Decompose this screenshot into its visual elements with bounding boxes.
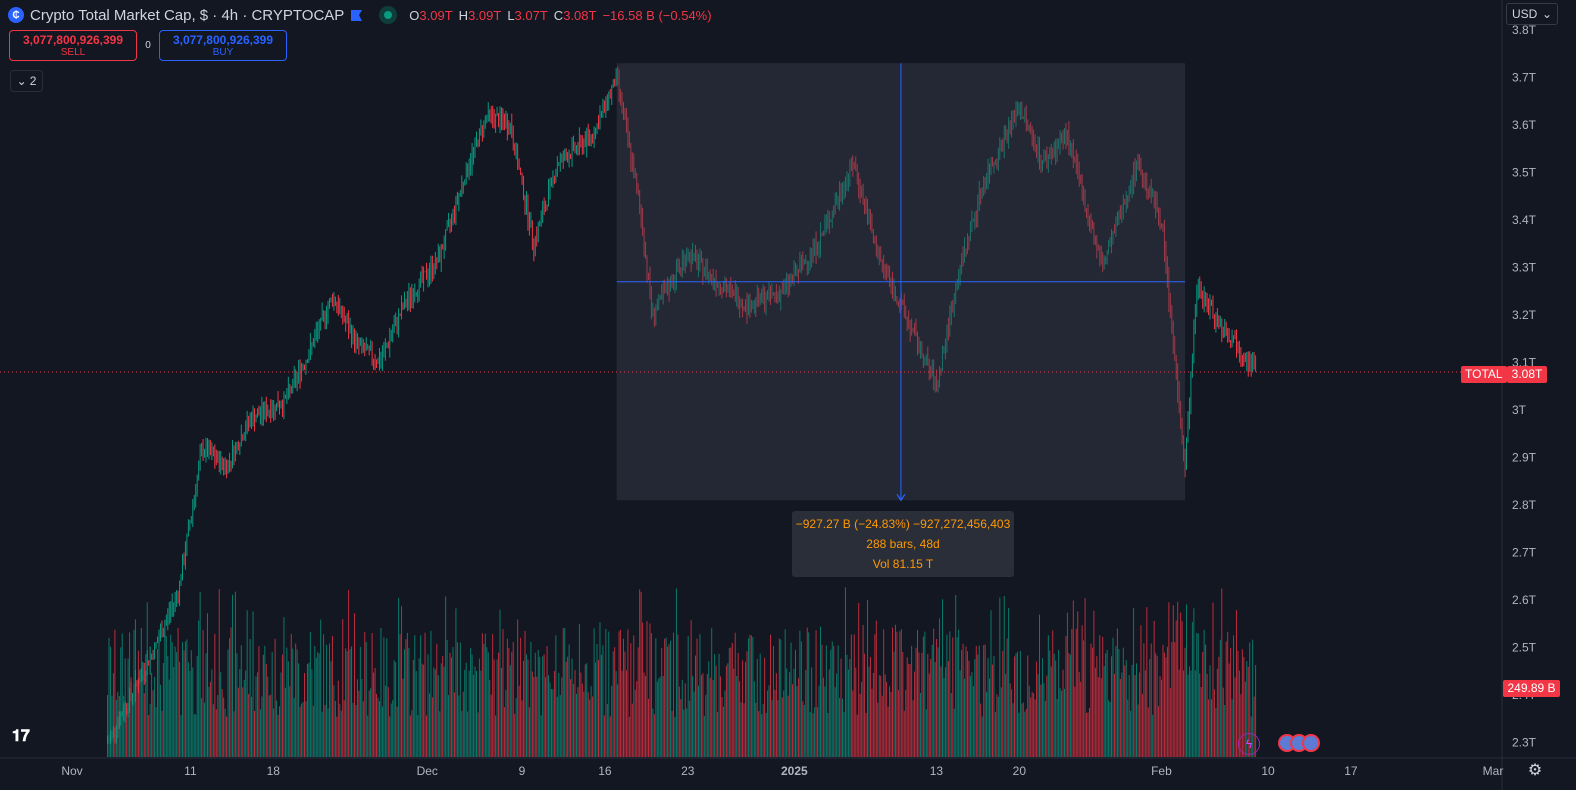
y-tick-label: 3.5T: [1512, 166, 1537, 180]
market-status-icon[interactable]: [379, 6, 398, 24]
candle-series: [107, 66, 1257, 745]
chart-title[interactable]: Crypto Total Market Cap, $ · 4h · CRYPTO…: [30, 6, 345, 24]
x-tick-label: 17: [1344, 764, 1358, 778]
x-tick-label: Feb: [1151, 764, 1172, 778]
indicators-toggle-button[interactable]: ⌄ 2: [10, 70, 43, 92]
buy-button[interactable]: 3,077,800,926,399 BUY: [159, 30, 287, 61]
y-tick-label: 3.2T: [1512, 308, 1537, 322]
x-tick-label: Nov: [61, 764, 82, 778]
currency-select[interactable]: USD ⌄: [1506, 3, 1558, 25]
sell-price: 3,077,800,926,399: [22, 33, 124, 47]
low-value: 3.07T: [514, 7, 548, 23]
x-tick-label: 18: [267, 764, 281, 778]
last-price-label: 3.08T: [1507, 366, 1547, 383]
lightning-icon[interactable]: ϟ: [1238, 733, 1260, 755]
chevron-down-icon: ⌄: [1541, 7, 1552, 21]
x-tick-label: 16: [598, 764, 612, 778]
change-value: −16.58 B (−0.54%): [602, 7, 712, 23]
economic-events-icon[interactable]: [1278, 734, 1320, 752]
buy-label: BUY: [212, 47, 234, 58]
price-axis: 3.8T3.7T3.6T3.5T3.4T3.3T3.2T3.1T3T2.9T2.…: [1512, 23, 1537, 750]
y-tick-label: 3T: [1512, 403, 1527, 417]
x-tick-label: 13: [930, 764, 944, 778]
x-tick-label: Dec: [417, 764, 438, 778]
cryptocap-icon[interactable]: ₵: [8, 7, 24, 23]
measure-arrow-icon: [896, 493, 906, 502]
sell-button[interactable]: 3,077,800,926,399 SELL: [9, 30, 137, 61]
buy-price: 3,077,800,926,399: [172, 33, 274, 47]
measure-change: −927.27 B (−24.83%) −927,272,456,403: [795, 517, 1011, 531]
gear-icon[interactable]: ⚙: [1527, 762, 1543, 779]
x-tick-label: 23: [681, 764, 695, 778]
y-tick-label: 2.6T: [1512, 593, 1537, 607]
sell-label: SELL: [60, 47, 86, 58]
ohlc-values: O3.09T H3.09T L3.07T C3.08T −16.58 B (−0…: [409, 7, 712, 23]
trade-panel: 3,077,800,926,399 SELL 0 3,077,800,926,3…: [9, 30, 287, 61]
y-tick-label: 2.9T: [1512, 451, 1537, 465]
y-tick-label: 3.6T: [1512, 118, 1537, 132]
close-value: 3.08T: [563, 7, 597, 23]
y-tick-label: 2.8T: [1512, 498, 1537, 512]
y-tick-label: 3.8T: [1512, 23, 1537, 37]
spread-value: 0: [145, 40, 151, 51]
measure-info-box: −927.27 B (−24.83%) −927,272,456,403 288…: [792, 511, 1014, 577]
symbol-price-label: TOTAL: [1461, 366, 1507, 383]
x-tick-label: 10: [1261, 764, 1275, 778]
volume-series: [107, 587, 1257, 757]
x-tick-label: 2025: [781, 764, 808, 778]
tradingview-logo-icon[interactable]: 𝟏𝟕: [12, 728, 30, 745]
high-value: 3.09T: [468, 7, 502, 23]
y-tick-label: 3.7T: [1512, 71, 1537, 85]
chevron-down-icon: ⌄: [16, 74, 27, 88]
y-tick-label: 3.4T: [1512, 213, 1537, 227]
x-tick-label: 11: [184, 764, 197, 778]
x-tick-label: 9: [519, 764, 526, 778]
currency-value: USD: [1512, 7, 1538, 21]
flag-icon[interactable]: [350, 9, 363, 22]
y-tick-label: 3.3T: [1512, 261, 1537, 275]
measure-bars: 288 bars, 48d: [866, 537, 940, 551]
open-value: 3.09T: [419, 7, 453, 23]
y-tick-label: 2.3T: [1512, 736, 1537, 750]
measure-volume: Vol 81.15 T: [872, 557, 934, 571]
y-tick-label: 2.5T: [1512, 641, 1537, 655]
time-axis: Nov 11 18 Dec 9 16 23 2025 13 20 Feb 10 17 Mar: [61, 764, 1503, 778]
chart-header: ₵ Crypto Total Market Cap, $ · 4h · CRYP…: [8, 4, 712, 26]
x-tick-label: 20: [1013, 764, 1027, 778]
y-tick-label: 2.7T: [1512, 546, 1537, 560]
last-volume-label: 249.89 B: [1503, 680, 1560, 697]
indicator-count: 2: [29, 74, 37, 88]
x-tick-label: Mar: [1483, 764, 1504, 778]
